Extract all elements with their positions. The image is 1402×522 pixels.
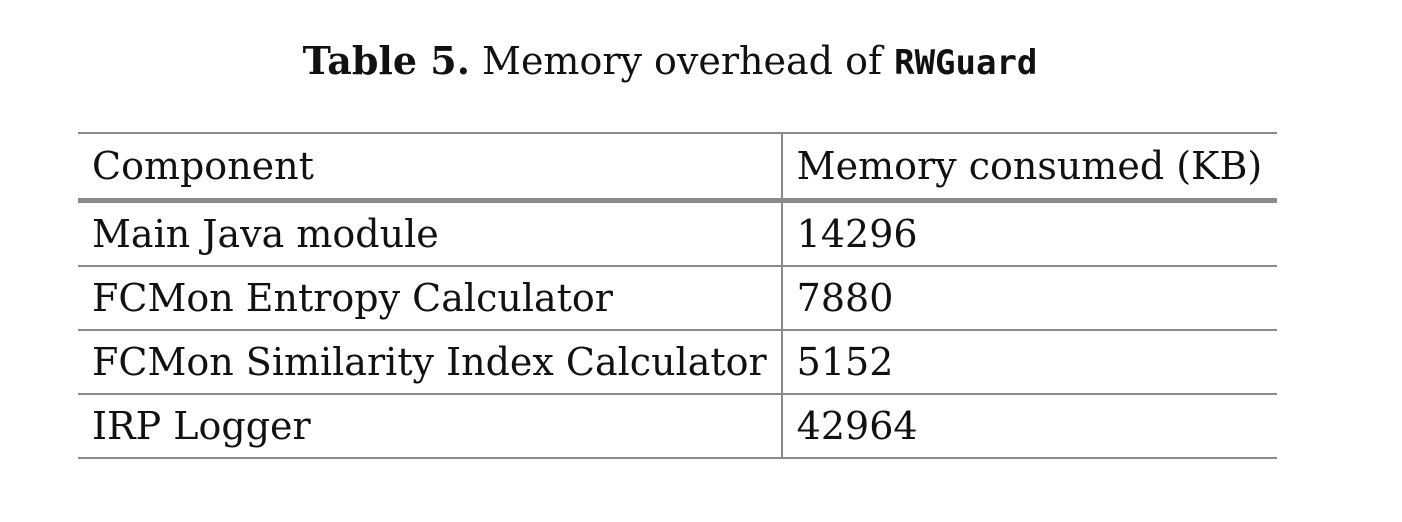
column-header-component: Component [78, 132, 783, 203]
component-cell: FCMon Similarity Index Calculator [78, 330, 783, 395]
table-row: IRP Logger 42964 [78, 394, 1277, 459]
memory-overhead-table: Component Memory consumed (KB) Main Java… [78, 132, 1277, 459]
tool-name: RWGuard [894, 43, 1038, 83]
table-row: FCMon Entropy Calculator 7880 [78, 266, 1277, 331]
component-cell: FCMon Entropy Calculator [78, 266, 783, 331]
memory-cell: 42964 [781, 394, 1277, 459]
table-row: FCMon Similarity Index Calculator 5152 [78, 330, 1277, 395]
caption-text: Memory overhead of [482, 39, 883, 83]
table-caption: Table 5. Memory overhead of RWGuard [0, 36, 1340, 88]
header-row: Component Memory consumed (KB) [78, 132, 1277, 203]
memory-cell: 5152 [781, 330, 1277, 395]
component-cell: Main Java module [78, 200, 783, 267]
table-row: Main Java module 14296 [78, 200, 1277, 267]
table-body: Main Java module 14296 FCMon Entropy Cal… [78, 200, 1277, 459]
column-header-memory: Memory consumed (KB) [781, 132, 1277, 203]
memory-cell: 14296 [781, 200, 1277, 267]
table-header: Component Memory consumed (KB) [78, 132, 1277, 203]
table-number-label: Table 5. [302, 38, 470, 83]
memory-cell: 7880 [781, 266, 1277, 331]
component-cell: IRP Logger [78, 394, 783, 459]
